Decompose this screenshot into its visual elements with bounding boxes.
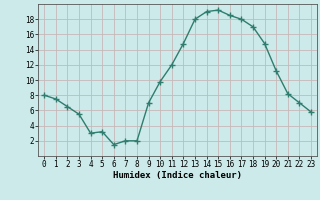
X-axis label: Humidex (Indice chaleur): Humidex (Indice chaleur)	[113, 171, 242, 180]
